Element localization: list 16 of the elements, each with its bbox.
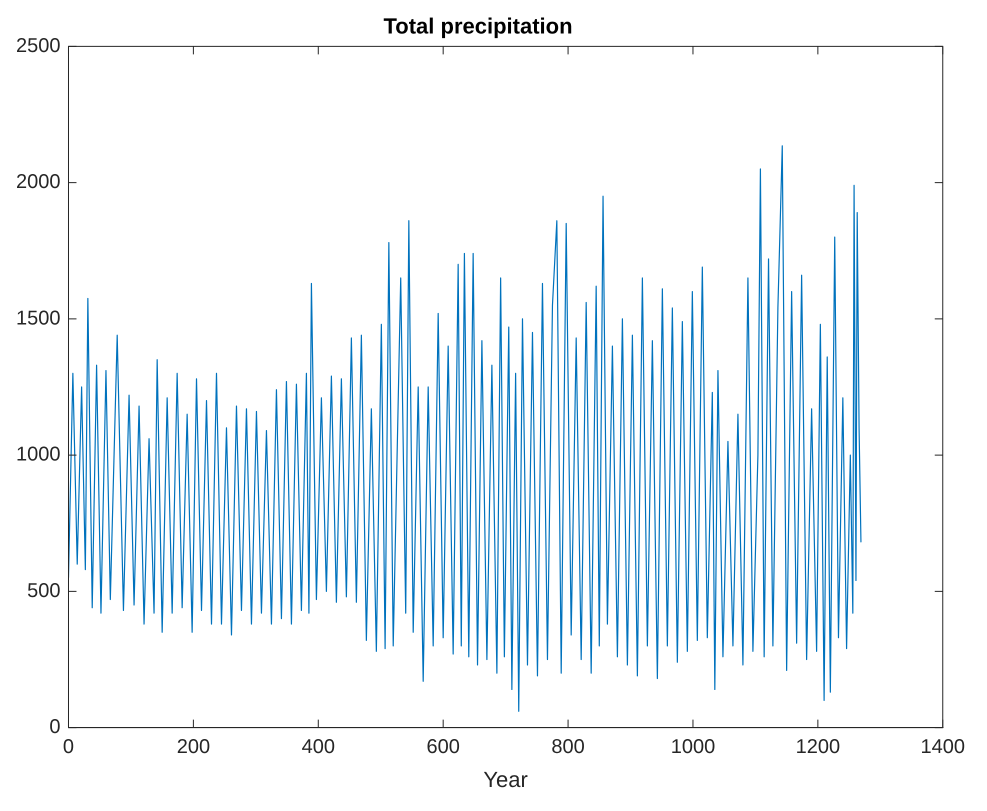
y-tick-label: 0 [49,716,60,738]
y-tick-label: 500 [27,580,60,602]
x-tick-label: 400 [302,736,335,758]
y-tick-label: 1000 [16,444,60,466]
x-tick-label: 800 [551,736,585,758]
x-tick-label: 600 [426,736,460,758]
chart-title: Total precipitation [383,13,573,38]
y-tick-label: 2500 [16,34,60,57]
x-tick-label: 0 [62,736,74,758]
x-tick-label: 1200 [796,736,840,758]
x-tick-label: 200 [176,736,210,758]
y-tick-label: 2000 [16,171,60,194]
x-tick-label: 1400 [920,736,966,758]
x-axis-title: Year [483,766,528,792]
y-tick-label: 1500 [16,307,60,330]
x-tick-label: 1000 [670,736,716,758]
